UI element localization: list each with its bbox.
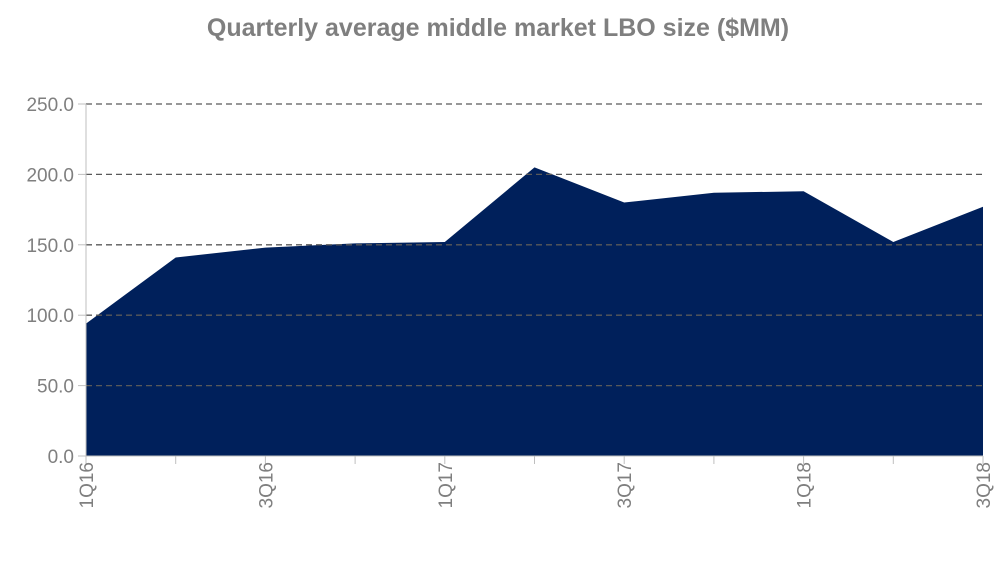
series-area xyxy=(86,167,983,457)
x-tick-label: 3Q16 xyxy=(256,462,277,508)
y-tick-label: 50.0 xyxy=(37,377,74,398)
x-tick-label: 1Q16 xyxy=(77,462,98,508)
chart-title: Quarterly average middle market LBO size… xyxy=(206,14,790,42)
x-tick-label: 3Q18 xyxy=(974,462,995,508)
y-tick-label: 200.0 xyxy=(26,165,74,186)
y-tick-label: 250.0 xyxy=(26,95,74,116)
y-tick-label: 150.0 xyxy=(26,236,74,257)
x-tick-label: 1Q17 xyxy=(436,462,457,508)
x-tick-label: 1Q18 xyxy=(795,462,816,508)
x-tick-label: 3Q17 xyxy=(615,462,636,508)
y-tick-label: 100.0 xyxy=(26,306,74,327)
y-tick-label: 0.0 xyxy=(48,447,74,468)
